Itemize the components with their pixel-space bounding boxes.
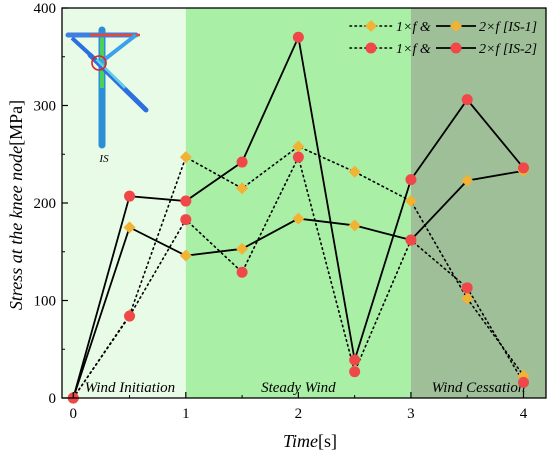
y-axis-label: Stress at the knee node [6,146,26,310]
point-is-2-2f-6 [405,174,417,186]
point-is-1-1f-4 [292,140,305,153]
point-is-2-1f-4 [292,151,304,163]
inset-label: IS [98,153,109,165]
point-is-1-2f-7 [461,174,474,187]
point-is-2-1f-2 [180,214,192,226]
point-is-1-1f-5 [348,165,361,178]
x-tick-label: 4 [520,406,528,422]
y-axis-unit: [MPa] [6,100,26,146]
time-regions [62,8,546,398]
legend-entry-1: 1×f & 2×f [IS-1] [349,20,537,35]
point-is-2-2f-8 [517,162,529,174]
series-line-is-1-1f [72,145,525,399]
region-labels: Wind Initiation Steady Wind Wind Cessation [85,380,526,396]
legend-entry-2: 1×f & 2×f [IS-2] [349,42,537,57]
x-tick-label: 3 [407,406,415,422]
legend-label-1: 1×f & [396,42,431,57]
point-is-1-2f-4 [292,212,305,225]
axis-ticks [62,7,525,399]
x-tick-label: 2 [295,406,303,422]
point-is-2-2f-2 [180,195,192,207]
y-tick-label: 0 [49,391,57,407]
y-tick-label: 100 [34,294,57,310]
region-3 [410,8,546,398]
point-is-2-2f-4 [292,31,304,43]
x-axis-title: Time[s] [283,431,337,451]
region-label-1: Wind Initiation [85,380,175,396]
y-tick-label: 400 [34,1,57,17]
point-is-2-1f-1 [124,310,136,322]
x-axis-label: Time [283,431,318,451]
tick-labels: 0 1 2 3 4 0 100 200 300 400 [34,1,528,422]
point-is-1-1f-3 [236,182,249,195]
legend-label-1: 1×f & [396,20,431,35]
point-is-2-1f-5 [349,366,361,378]
point-is-1-2f-5 [348,219,361,232]
point-is-2-2f-5 [349,354,361,366]
structure-inset: IS [65,26,149,165]
point-is-2-1f-7 [461,282,473,294]
x-axis-unit: [s] [318,431,337,451]
point-is-1-1f-2 [179,151,192,164]
legend-label-2: 2×f [IS-2] [479,42,537,57]
point-is-2-1f-3 [236,266,248,278]
y-axis-title: Stress at the knee node[MPa] [6,100,26,310]
y-tick-label: 300 [34,99,57,115]
region-label-2: Steady Wind [261,380,336,396]
legend: 1×f & 2×f [IS-1]1×f & 2×f [IS-2] [349,20,537,57]
x-tick-label: 0 [70,406,78,422]
legend-marker-solid [450,20,462,32]
point-is-2-2f-1 [124,190,136,202]
legend-marker-solid [450,42,462,54]
point-is-1-1f-6 [404,195,417,208]
region-1 [62,8,186,398]
region-label-3: Wind Cessation [432,380,526,396]
x-tick-label: 1 [182,406,190,422]
legend-marker-dotted [365,42,377,54]
region-2 [185,8,411,398]
legend-label-2: 2×f [IS-1] [479,20,537,35]
point-is-1-2f-1 [123,221,136,234]
tower-structure-icon [65,26,149,149]
series-markers [67,31,530,404]
point-is-2-2f-3 [236,156,248,168]
y-tick-label: 200 [34,196,57,212]
point-is-1-1f-7 [461,292,474,305]
point-is-2-1f-8 [517,376,529,388]
point-is-1-2f-2 [179,249,192,262]
point-is-1-2f-3 [236,242,249,255]
point-is-2-1f-6 [405,234,417,246]
point-is-2-2f-7 [461,94,473,106]
legend-marker-dotted [365,20,377,32]
